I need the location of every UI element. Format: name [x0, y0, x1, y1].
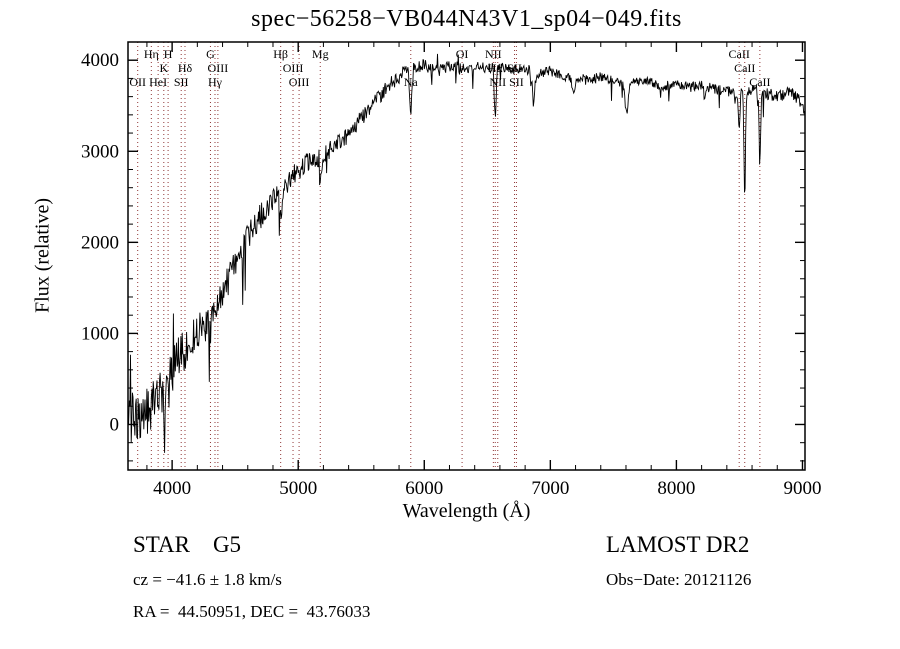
spectral-line-label: HeI [149, 75, 167, 89]
plot-frame [127, 41, 806, 471]
spectral-line-label: SII [174, 75, 189, 89]
x-tick-label: 8000 [657, 478, 695, 499]
x-tick-label: 4000 [153, 478, 191, 499]
spectral-line-label: NII [485, 47, 502, 61]
coordinates-text: RA = 44.50951, DEC = 43.76033 [133, 602, 371, 621]
spectral-line-label: CaII [749, 75, 770, 89]
spectral-line-label: CaII [734, 61, 755, 75]
obs-date-text: Obs−Date: 20121126 [606, 570, 752, 589]
spectral-line-label: OIII [289, 75, 310, 89]
spectral-line-label: OIII [208, 61, 229, 75]
x-tick-label: 7000 [531, 478, 569, 499]
y-axis-title: Flux (relative) [31, 198, 54, 313]
spectral-line-label: CaII [729, 47, 750, 61]
x-tick-label: 5000 [279, 478, 317, 499]
x-axis-title: Wavelength (Å) [402, 500, 531, 522]
x-tick-label: 6000 [405, 478, 443, 499]
plot-title: spec−56258−VB044N43V1_sp04−049.fits [251, 6, 682, 32]
spectral-line-label: Mg [312, 47, 329, 61]
spectral-line-label: Hβ [273, 47, 288, 61]
spectral-line-label: Hδ [178, 61, 193, 75]
y-tick-label: 0 [110, 414, 120, 435]
spectral-line-label: H [164, 47, 173, 61]
spectral-line-label: Na [404, 75, 419, 89]
y-tick-label: 3000 [81, 141, 119, 162]
y-tick-label: 1000 [81, 323, 119, 344]
y-tick-label: 4000 [81, 50, 119, 71]
spectral-line-label: G [206, 47, 215, 61]
spectral-line-label: K [159, 61, 168, 75]
object-class-text: STAR G5 [133, 532, 242, 557]
spectral-line-label: NII [489, 75, 506, 89]
spectral-line-label: OI [456, 47, 469, 61]
spectral-line-label: Hγ [208, 75, 223, 89]
spectrum-trace [128, 53, 805, 453]
y-tick-label: 2000 [81, 232, 119, 253]
radial-velocity-text: cz = −41.6 ± 1.8 km/s [133, 570, 282, 589]
spectral-line-label: OII [129, 75, 146, 89]
spectral-line-label: Hη [144, 47, 159, 61]
spectral-line-label: SII [509, 75, 524, 89]
x-tick-label: 9000 [783, 478, 821, 499]
survey-name-text: LAMOST DR2 [606, 532, 750, 557]
spectral-line-label: OIII [283, 61, 304, 75]
